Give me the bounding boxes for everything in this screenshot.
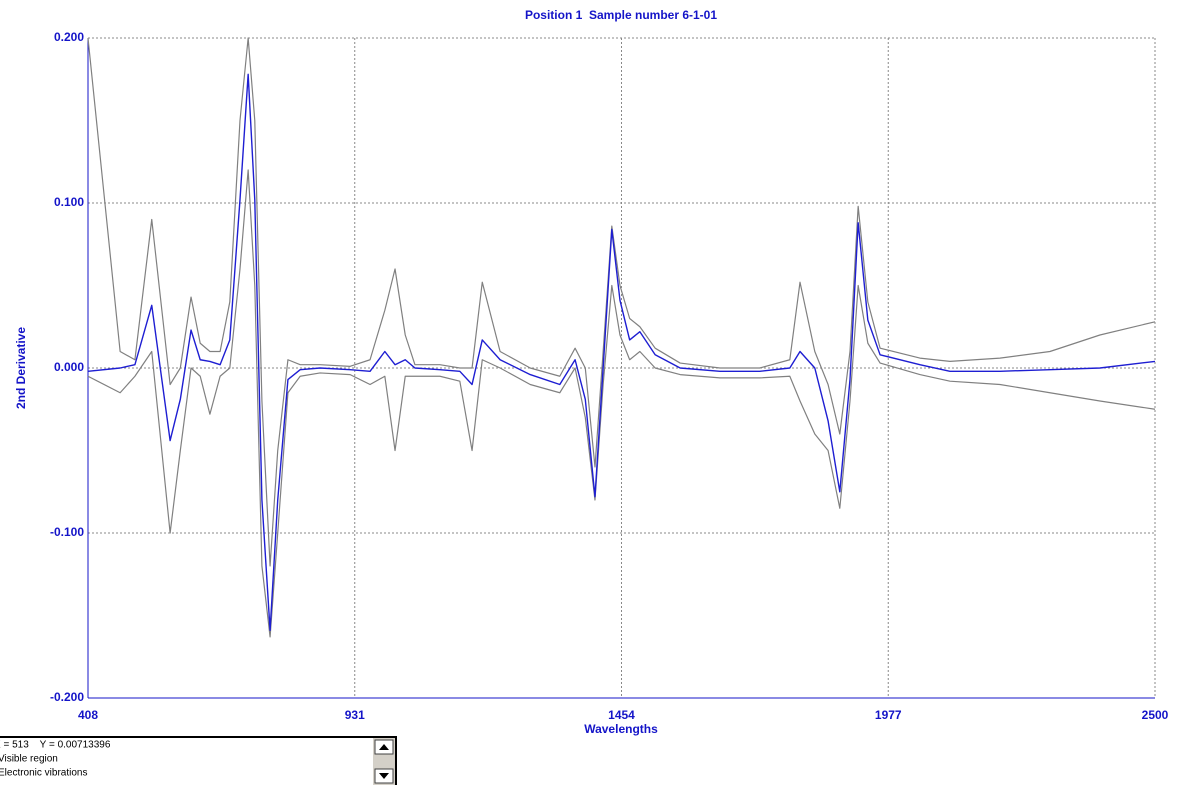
y-tick-label: -0.100 (50, 525, 84, 539)
plot-area: 0.200 0.100 0.000 -0.100 -0.200 408 931 1454 197… (50, 30, 1169, 722)
x-tick-label: 1454 (608, 708, 635, 722)
x-axis-label: Wavelengths (584, 722, 658, 736)
x-tick-label: 408 (78, 708, 98, 722)
series-line (87, 73, 1156, 632)
y-axis-label: 2nd Derivative (14, 327, 28, 409)
info-line: Electronic vibrations (0, 768, 87, 779)
x-tick-label: 931 (345, 708, 365, 722)
series-line (87, 37, 1156, 567)
info-box: X = 513 Y = 0.00713396 Visible region El… (0, 736, 397, 787)
y-tick-label: 0.000 (54, 360, 84, 374)
arrow-icon (379, 773, 389, 779)
arrow-icon (379, 744, 389, 750)
info-line: X = 513 Y = 0.00713396 (0, 740, 111, 751)
x-tick-label: 1977 (875, 708, 902, 722)
y-tick-label: 0.100 (54, 195, 84, 209)
info-frame (0, 736, 397, 787)
series-line (87, 169, 1156, 638)
y-tick-label: 0.200 (54, 30, 84, 44)
chart-title: Position 1 Sample number 6-1-01 (525, 8, 717, 22)
x-tick-label: 2500 (1142, 708, 1169, 722)
info-line: Visible region (0, 754, 58, 765)
y-tick-label: -0.200 (50, 690, 84, 704)
